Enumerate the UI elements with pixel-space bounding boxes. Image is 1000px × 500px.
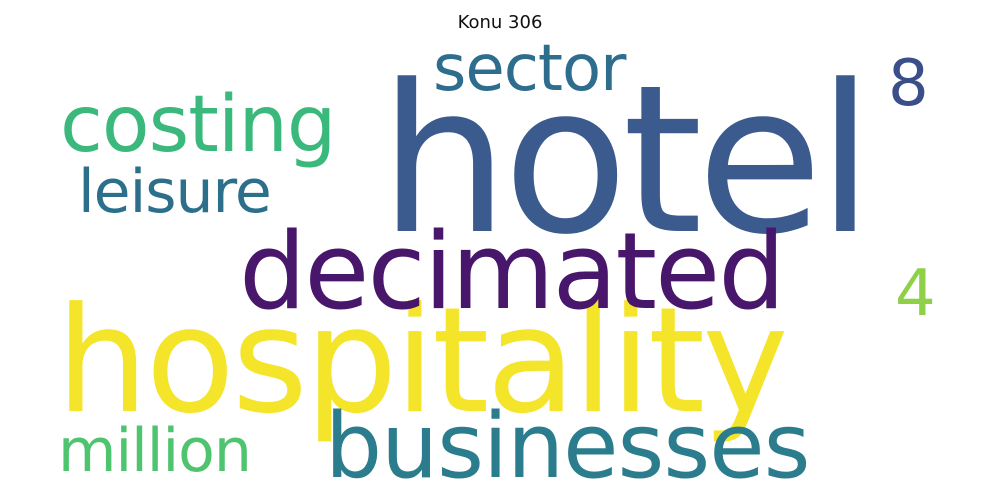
chart-title: Konu 306 [457,12,543,33]
word-hospitality: hospitality [56,276,789,446]
word-leisure: leisure [78,157,272,227]
word-costing: costing [60,80,336,170]
word-sector: sector [433,32,626,106]
word-8: 8 [888,47,929,121]
word-businesses: businesses [325,394,811,499]
word-hotel: hotel [379,42,874,280]
word-decimated: decimated [239,210,786,333]
word-million: million [58,416,252,486]
word-4: 4 [895,257,936,331]
